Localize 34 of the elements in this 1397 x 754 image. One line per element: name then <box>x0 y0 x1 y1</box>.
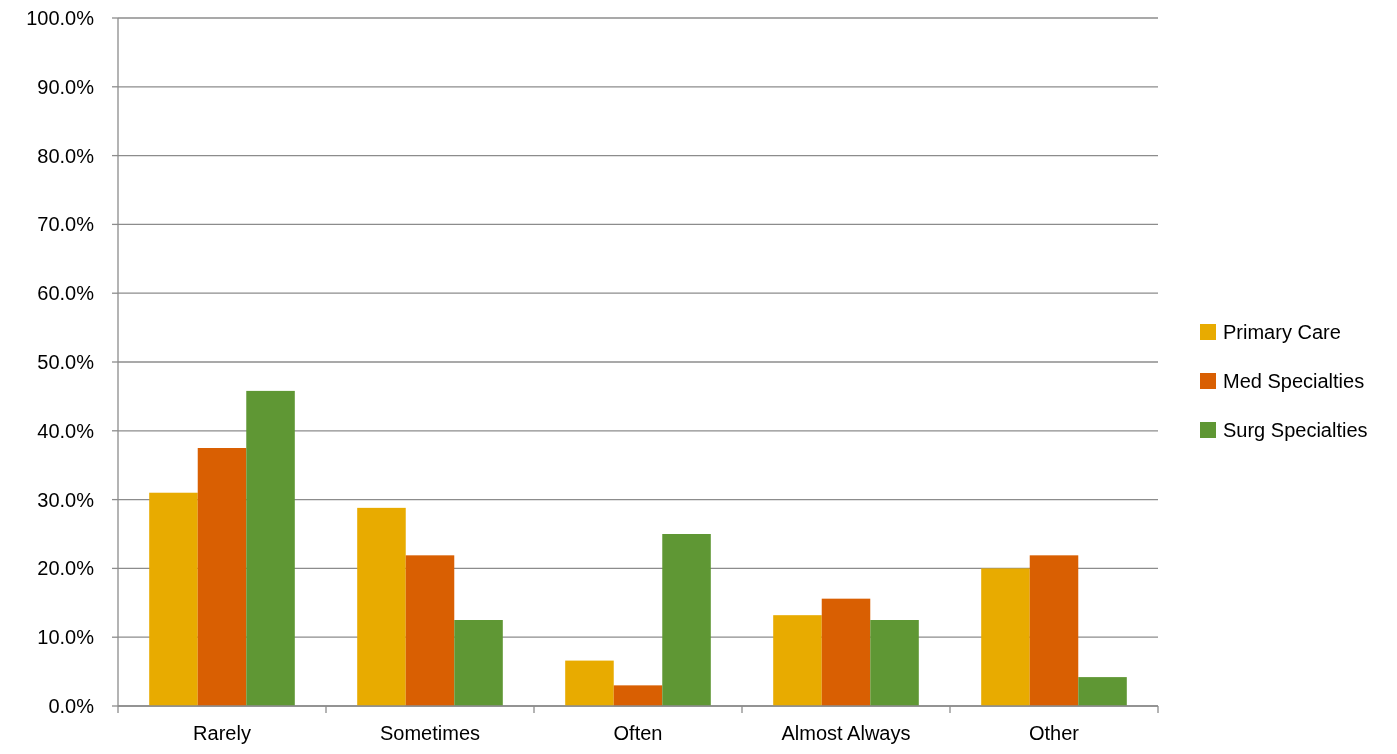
legend-label: Primary Care <box>1223 321 1341 343</box>
bar <box>662 534 711 706</box>
bar <box>357 507 406 706</box>
y-tick-label: 0.0% <box>48 695 95 717</box>
bar <box>454 620 503 706</box>
legend-label: Surg Specialties <box>1223 419 1368 441</box>
y-tick-label: 50.0% <box>37 351 95 373</box>
bar <box>149 492 198 706</box>
y-tick-label: 40.0% <box>37 419 95 442</box>
bar <box>1078 677 1127 706</box>
bar <box>1029 555 1079 706</box>
x-tick-label: Sometimes <box>379 722 481 744</box>
y-tick-label: 30.0% <box>37 488 95 511</box>
bar <box>246 390 295 706</box>
y-tick-label: 20.0% <box>37 557 95 580</box>
y-tick-label: 90.0% <box>37 75 95 98</box>
bar <box>773 615 822 706</box>
x-tick-label: Almost Always <box>781 722 911 744</box>
bar <box>870 620 919 706</box>
x-tick-label: Often <box>613 722 663 744</box>
y-tick-label: 80.0% <box>37 144 95 167</box>
y-tick-label: 60.0% <box>37 282 95 305</box>
y-tick-label: 10.0% <box>37 626 95 649</box>
legend-label: Med Specialties <box>1223 370 1365 392</box>
y-tick-label: 70.0% <box>37 213 95 236</box>
x-tick-label: Other <box>1028 722 1080 744</box>
bar <box>613 685 663 706</box>
y-tick-label: 100.0% <box>26 7 95 29</box>
bar <box>821 598 871 706</box>
bar <box>565 660 614 706</box>
bar <box>981 568 1030 706</box>
x-tick-label: Rarely <box>193 722 251 744</box>
bar <box>405 555 455 706</box>
bar <box>197 448 247 706</box>
